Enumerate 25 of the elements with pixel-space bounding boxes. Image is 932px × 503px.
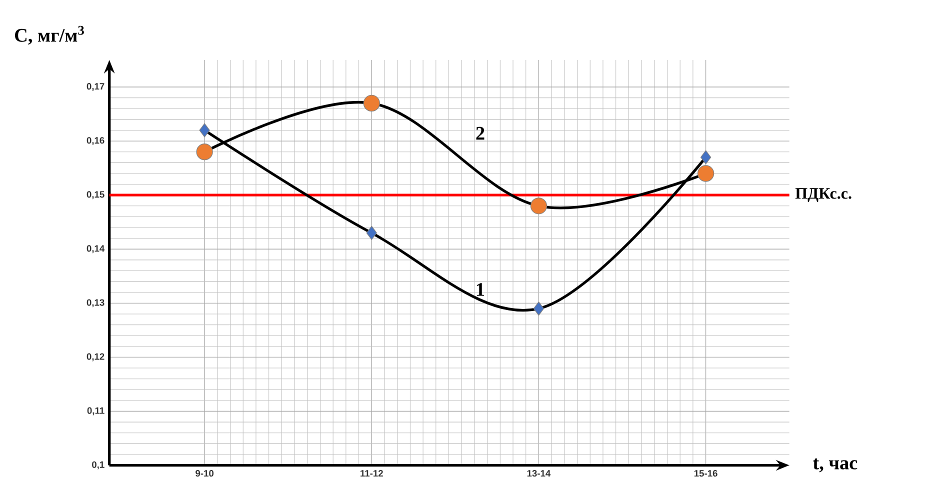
point — [366, 226, 377, 240]
point — [700, 150, 712, 164]
x-tick-label: 9-10 — [196, 470, 214, 477]
y-tick-label: 0,15 — [86, 191, 104, 200]
point — [530, 198, 548, 214]
y-tick-label: 0,16 — [86, 137, 104, 146]
y-tick-label: 0,12 — [86, 353, 104, 362]
y-tick-label: 0,14 — [86, 245, 105, 254]
ref-line-label: ПДКс.с. — [795, 188, 852, 202]
x-tick-label: 11-12 — [360, 470, 383, 477]
y-tick-label: 0,11 — [87, 407, 104, 416]
point — [363, 95, 380, 112]
x-tick-label: 15-16 — [694, 470, 718, 477]
series-label: 2 — [476, 127, 484, 140]
y-axis-title: C, мг/м$^{3}$ — [14, 26, 84, 45]
x-axis-title: t, час — [813, 458, 858, 472]
point — [196, 144, 213, 160]
y-tick-label: 0,13 — [86, 299, 104, 308]
y-tick-label: 0,1 — [92, 462, 104, 470]
x-tick-label: 13-14 — [527, 470, 551, 477]
series-label: 1 — [476, 283, 484, 296]
point — [199, 123, 210, 138]
point — [533, 302, 544, 316]
y-tick-label: 0,17 — [86, 83, 104, 92]
point — [697, 165, 714, 182]
